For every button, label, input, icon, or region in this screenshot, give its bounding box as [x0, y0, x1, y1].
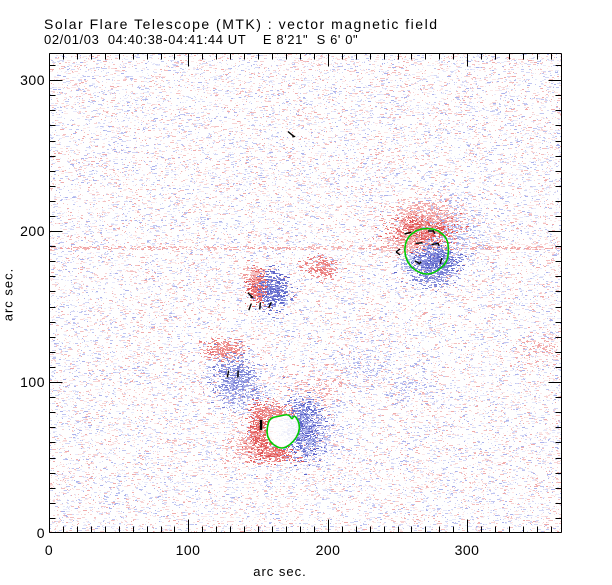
- y-tick-label-0: 0: [36, 525, 45, 541]
- y-tick-label-300: 300: [20, 72, 45, 88]
- x-tick-label-100: 100: [175, 542, 201, 558]
- figure-title: Solar Flare Telescope (MTK) : vector mag…: [44, 16, 439, 32]
- x-tick-label-300: 300: [454, 542, 480, 558]
- y-tick-label-100: 100: [20, 374, 45, 390]
- y-tick-label-200: 200: [20, 223, 45, 239]
- figure-subtitle: 02/01/03 04:40:38-04:41:44 UT E 8'21" S …: [44, 32, 359, 47]
- y-axis-label: arc sec.: [0, 267, 16, 322]
- magnetogram-canvas: [49, 53, 562, 533]
- x-tick-label-200: 200: [315, 542, 341, 558]
- x-axis-label: arc sec.: [253, 564, 307, 579]
- plot-area: [49, 53, 562, 533]
- x-tick-label-0: 0: [44, 542, 54, 558]
